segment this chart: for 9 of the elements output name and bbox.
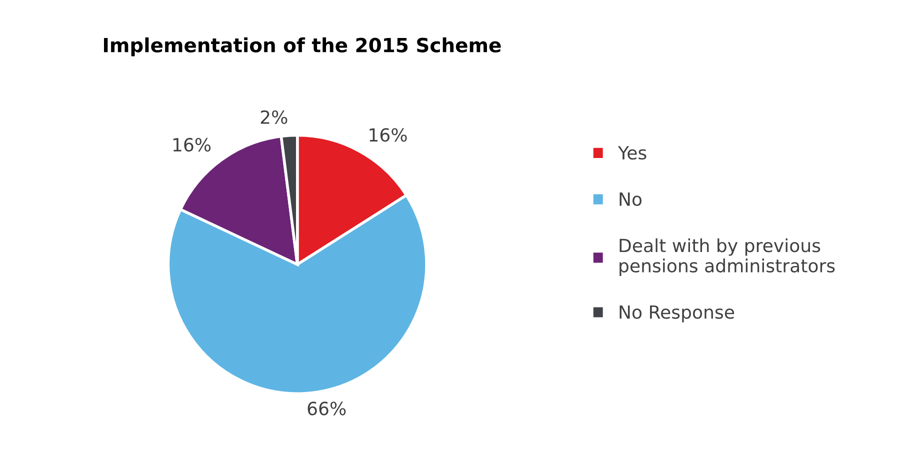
data-label: 16%	[370, 128, 407, 142]
chart-title: Implementation of the 2015 Scheme	[104, 37, 501, 56]
legend-label: Dealt with by previous pensions administrators	[620, 238, 835, 276]
legend-label: No Response	[620, 305, 734, 322]
data-label: 2%	[260, 110, 288, 124]
legend-label: No	[620, 192, 642, 206]
data-label: 66%	[308, 402, 346, 416]
legend-label: Yes	[618, 146, 646, 160]
data-label: 16%	[173, 138, 211, 152]
